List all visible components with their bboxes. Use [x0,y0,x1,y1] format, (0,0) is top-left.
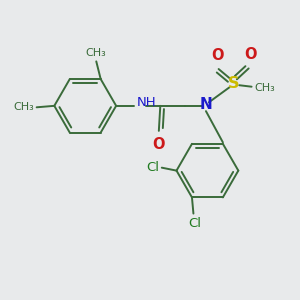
Text: CH₃: CH₃ [254,83,275,93]
Text: CH₃: CH₃ [14,102,34,112]
Text: N: N [200,97,212,112]
Text: Cl: Cl [146,160,159,174]
Text: NH: NH [136,96,156,109]
Text: Cl: Cl [188,217,201,230]
Text: CH₃: CH₃ [85,48,106,58]
Text: S: S [228,76,240,91]
Text: O: O [211,47,224,62]
Text: O: O [153,137,165,152]
Text: O: O [245,47,257,62]
